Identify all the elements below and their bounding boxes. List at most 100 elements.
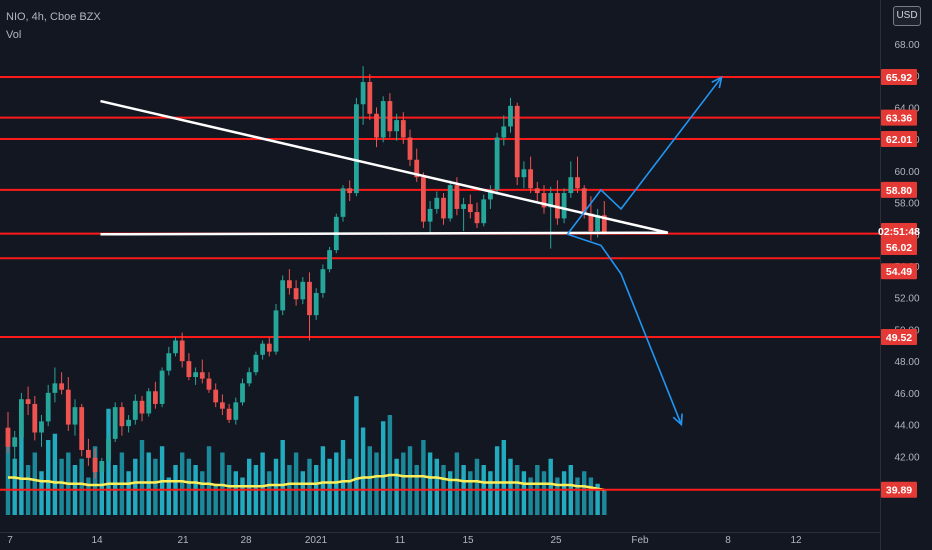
candle-body	[253, 354, 259, 373]
volume-bar	[541, 471, 547, 515]
volume-bar	[133, 458, 138, 515]
candle-body	[354, 104, 359, 194]
candle-body	[132, 400, 138, 420]
bearish-path-arrowhead	[672, 413, 683, 427]
price-tick-label: 60.00	[894, 167, 919, 178]
candle-body	[561, 193, 567, 219]
volume-bar	[320, 446, 326, 515]
price-level-label: 58.80	[886, 185, 912, 197]
candle-body	[575, 177, 580, 189]
volume-bar	[166, 477, 171, 515]
price-level-label: 65.92	[886, 72, 912, 84]
candle-body	[581, 188, 587, 214]
candle-body	[380, 101, 386, 138]
candle-body	[266, 343, 272, 352]
candle-body	[99, 461, 105, 473]
currency-button[interactable]: USD	[893, 6, 921, 26]
volume-bar	[180, 452, 185, 515]
candle-body	[474, 212, 480, 224]
volume-bar	[374, 452, 379, 515]
volume-bar	[347, 458, 352, 515]
candle-body	[25, 399, 31, 404]
candle-body	[186, 361, 192, 377]
volume-bar	[126, 471, 131, 515]
time-tick-label: Feb	[631, 535, 649, 546]
candle-body	[441, 197, 446, 219]
price-tick-label: 58.00	[894, 199, 919, 210]
volume-bar	[213, 483, 218, 515]
candle-body	[246, 372, 252, 384]
price-level-label-box	[881, 109, 917, 126]
candle-body	[541, 193, 547, 208]
candle-body	[400, 120, 406, 138]
volume-bar	[340, 440, 346, 515]
bullish-path	[566, 76, 723, 235]
candle-body	[528, 169, 533, 189]
candle-body	[173, 340, 178, 354]
volume-bar	[561, 471, 567, 515]
candle-body	[92, 457, 98, 473]
triangle-trendlines	[100, 99, 669, 236]
time-tick-label: 14	[91, 535, 103, 546]
candle-body	[521, 169, 527, 178]
volume-bar	[52, 433, 58, 515]
candle-body	[19, 399, 24, 438]
volume-bar	[575, 477, 580, 515]
candle-body	[481, 199, 487, 224]
time-tick-label: 8	[725, 535, 731, 546]
candle-body	[45, 392, 51, 422]
current-price-label: 56.02	[886, 242, 912, 254]
candle-body	[206, 378, 212, 390]
time-tick-label: 2021	[305, 535, 328, 546]
candle-body	[159, 370, 165, 404]
candle-body	[367, 82, 373, 114]
candle-body	[106, 438, 111, 462]
volume-bar	[86, 477, 91, 515]
descending-resistance	[100, 99, 669, 234]
volume-bar	[401, 452, 406, 515]
volume-bar	[240, 477, 245, 515]
candle-body	[461, 204, 466, 209]
volume-bar	[233, 471, 238, 515]
price-level-label-box	[881, 68, 917, 85]
candle-body	[5, 427, 11, 447]
volume-bar	[521, 471, 527, 515]
candle-body	[300, 281, 306, 300]
price-tick-label: 42.00	[894, 452, 919, 463]
volume-bar	[12, 458, 17, 515]
volume-bar	[139, 440, 145, 515]
candle-body	[12, 437, 18, 447]
candle-body	[199, 372, 205, 379]
volume-indicator-label[interactable]: Vol	[6, 29, 22, 41]
candle-body	[260, 343, 265, 355]
current-price-label-box	[881, 238, 917, 255]
candle-body	[454, 185, 460, 209]
price-level-label-box	[881, 181, 917, 198]
volume-bar	[595, 483, 600, 515]
volume-bar	[582, 471, 587, 515]
candle-body	[59, 383, 64, 390]
volume-ma-line	[8, 473, 605, 492]
candle-body	[327, 250, 332, 270]
volume-bar	[206, 446, 212, 515]
volume-bar	[99, 471, 104, 515]
volume-bar	[367, 446, 372, 515]
time-tick-label: 12	[790, 535, 802, 546]
volume-bar	[434, 458, 439, 515]
candle-body	[139, 400, 145, 414]
candle-body	[488, 189, 493, 200]
candle-body	[427, 208, 433, 222]
candle-body	[307, 281, 312, 316]
volume-bar	[501, 440, 506, 515]
candle-body	[220, 402, 225, 409]
volume-bar	[474, 458, 480, 515]
volume-bar	[394, 458, 399, 515]
candle-body	[347, 188, 353, 194]
candle-body	[534, 188, 540, 194]
volume-bar	[307, 458, 312, 515]
candle-body	[467, 204, 473, 213]
volume-bar	[387, 415, 393, 515]
price-level-label-box	[881, 263, 917, 280]
symbol-title[interactable]: NIO, 4h, Cboe BZX	[6, 11, 101, 23]
